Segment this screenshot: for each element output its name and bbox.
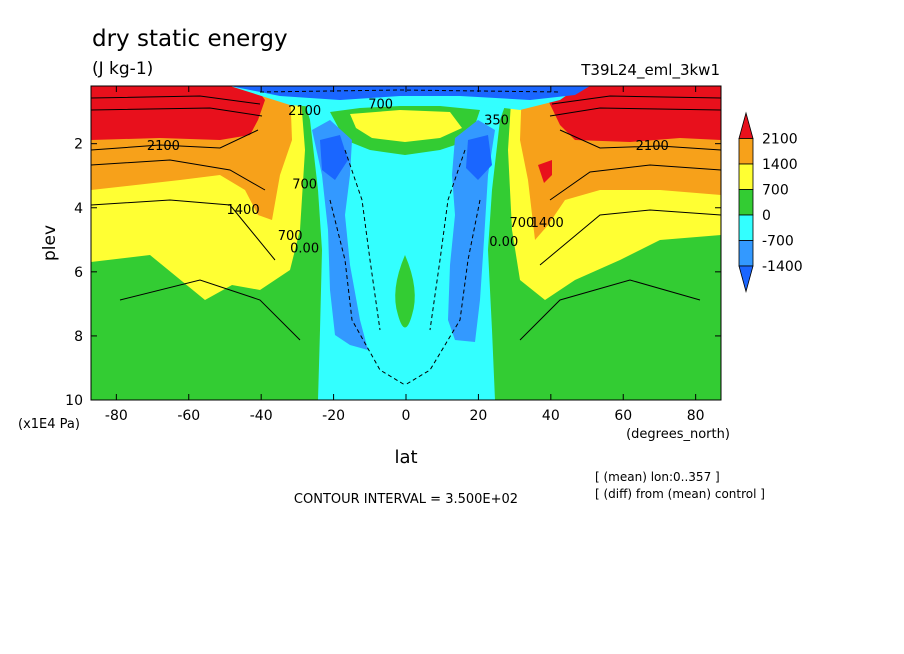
note-mean-lon: [ (mean) lon:0..357 ]	[595, 470, 720, 484]
colorbar: 2100 1400 700 0 -700 -1400	[738, 111, 803, 294]
fill-tropics-yellow	[350, 110, 462, 142]
contour-label: 0.00	[290, 242, 319, 257]
y-tick-label: 2	[74, 137, 83, 153]
colorbar-swatch	[738, 138, 754, 165]
contour-label: 2100	[147, 139, 180, 154]
contour-label: 700	[509, 216, 534, 231]
note-diff-control: [ (diff) from (mean) control ]	[595, 487, 765, 501]
contour-label: 350	[484, 113, 509, 128]
colorbar-bottom-arrow	[738, 265, 754, 294]
y-tick-label: 8	[74, 329, 83, 345]
contour-label: 1400	[531, 216, 564, 231]
colorbar-swatch	[738, 163, 754, 190]
x-tick-label: -80	[105, 408, 128, 424]
contour-label: 2100	[288, 104, 321, 119]
colorbar-top-arrow	[738, 111, 754, 139]
y-axis-units: (x1E4 Pa)	[18, 417, 80, 432]
x-axis: -80 -60 -40 -20 0 20 40 60 80	[105, 86, 705, 424]
contour-label: 700	[368, 97, 393, 112]
x-tick-label: -60	[177, 408, 200, 424]
fill-band-minus700-right	[448, 120, 495, 342]
colorbar-label: 2100	[762, 132, 798, 148]
colorbar-swatch	[738, 240, 754, 267]
x-tick-label: 80	[687, 408, 705, 424]
contour-label: 0.00	[489, 235, 518, 250]
fill-core-right	[466, 135, 492, 180]
fill-core-left	[320, 135, 348, 180]
colorbar-label: -700	[762, 234, 794, 250]
y-tick-label: 4	[74, 201, 83, 217]
x-tick-label: -40	[250, 408, 273, 424]
fill-band-2100-right	[548, 86, 721, 142]
contour-fill	[91, 86, 721, 400]
x-axis-units: (degrees_north)	[626, 427, 730, 442]
y-tick-label: 6	[74, 265, 83, 281]
x-axis-label: lat	[394, 447, 417, 468]
chart-subtitle: (J kg-1)	[92, 59, 153, 79]
fill-spot-2100-right	[538, 160, 552, 183]
fill-band-minus700-left	[312, 120, 368, 350]
x-tick-label: -20	[322, 408, 345, 424]
x-tick-label: 0	[402, 408, 411, 424]
fill-band-minus1400-top	[230, 86, 590, 100]
contour-lines	[91, 95, 721, 341]
colorbar-label: 700	[762, 183, 789, 199]
x-tick-label: 60	[614, 408, 632, 424]
fill-equatorial-lens	[395, 255, 415, 328]
contour-label: 700	[278, 229, 303, 244]
y-axis: 2 4 6 8 10	[65, 137, 721, 409]
contour-label: 1400	[227, 203, 260, 218]
chart-title: dry static energy	[92, 26, 288, 52]
colorbar-swatch	[738, 189, 754, 216]
contour-lines-negative	[259, 89, 561, 386]
x-tick-label: 40	[542, 408, 560, 424]
colorbar-swatch	[738, 214, 754, 241]
contour-interval: CONTOUR INTERVAL = 3.500E+02	[294, 492, 518, 507]
y-tick-label: 10	[65, 393, 83, 409]
contour-label: 2100	[636, 139, 669, 154]
fill-band-2100-left	[91, 86, 265, 140]
y-axis-label: plev	[40, 225, 60, 261]
x-tick-label: 20	[469, 408, 487, 424]
colorbar-label: 0	[762, 208, 771, 224]
contour-label: 700	[292, 178, 317, 193]
colorbar-label: 1400	[762, 157, 798, 173]
colorbar-label: -1400	[762, 259, 803, 275]
run-label: T39L24_eml_3kw1	[580, 61, 720, 80]
